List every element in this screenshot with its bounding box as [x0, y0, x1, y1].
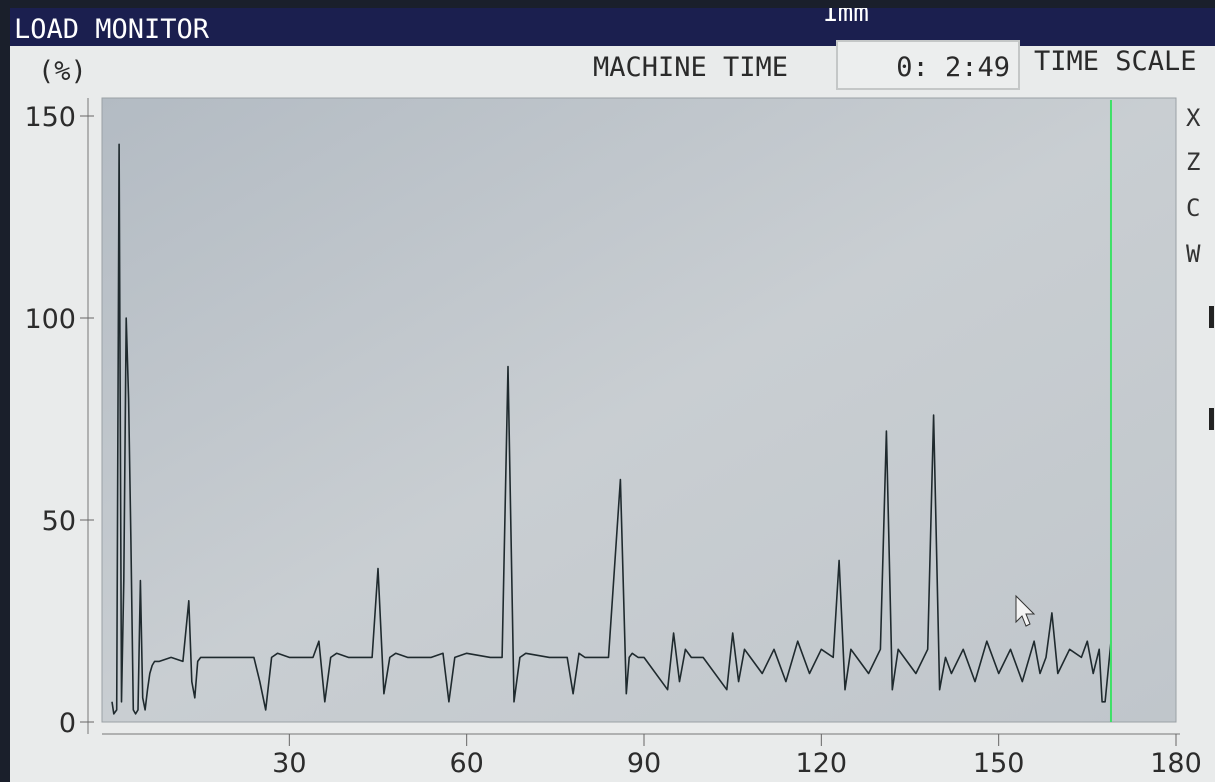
x-tick-label: 150 [973, 748, 1025, 779]
side-marker [1209, 408, 1214, 430]
title-bar: LOAD MONITOR 1mm [10, 8, 1215, 46]
y-axis-unit-label: (%) [38, 56, 87, 87]
x-tick-label: 30 [272, 748, 306, 779]
scale-indicator: 1mm [822, 8, 869, 28]
y-tick-label: 100 [24, 304, 76, 335]
mouse-cursor-icon [1015, 594, 1036, 627]
x-tick-label: 60 [449, 748, 483, 779]
side-marker [1209, 306, 1214, 328]
y-tick-label: 50 [42, 506, 76, 537]
page-title: LOAD MONITOR [14, 14, 210, 45]
y-tick-label: 150 [24, 102, 76, 133]
load-chart: 0 50 100 150 30 60 90 120 150 180 [24, 97, 1202, 779]
machine-time-field: 0: 2:49 [836, 40, 1020, 90]
time-scale-label: TIME SCALE [1034, 46, 1197, 77]
load-trace-line [111, 143, 1112, 715]
axis-letter-w[interactable]: W [1186, 240, 1201, 268]
x-tick-label: 90 [627, 748, 661, 779]
axis-letter-z[interactable]: Z [1186, 148, 1201, 176]
x-tick-label: 120 [796, 748, 848, 779]
x-tick-label: 180 [1150, 748, 1202, 779]
y-tick-label: 0 [59, 708, 76, 739]
machine-time-value: 0: 2:49 [896, 52, 1010, 83]
load-monitor-screen: LOAD MONITOR 1mm (%) MACHINE TIME 0: 2:4… [10, 8, 1215, 782]
plot-area [101, 97, 1177, 723]
axis-letter-x[interactable]: X [1186, 104, 1201, 132]
axis-letter-c[interactable]: C [1186, 194, 1201, 222]
machine-time-label: MACHINE TIME [593, 52, 789, 83]
